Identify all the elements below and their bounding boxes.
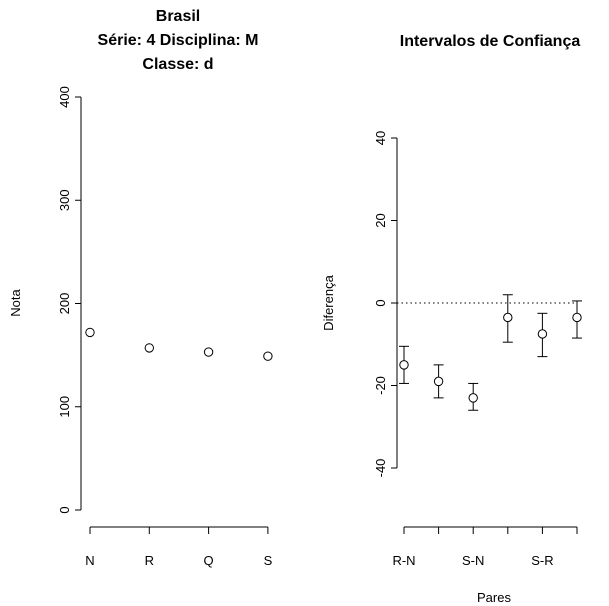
left-plot-area: 0 100 200 300 400 N R Q S <box>57 86 273 568</box>
right-y-tick-label-40: 40 <box>373 131 388 145</box>
left-x-tick-label-Q: Q <box>204 553 214 568</box>
right-chart-title: Intervalos de Confiança <box>400 33 581 50</box>
right-estimate-point-S-N <box>468 393 478 403</box>
left-chart-y-axis-label: Nota <box>8 289 23 317</box>
right-chart-x-axis-label: Pares <box>477 590 511 605</box>
right-y-tick-label-20: 20 <box>373 213 388 227</box>
left-x-tick-label-S: S <box>264 553 273 568</box>
left-y-tick-label-200: 200 <box>57 293 72 315</box>
left-point-S <box>263 351 273 361</box>
right-plot-area: -40 -20 0 20 40 R-N S-N S-R <box>373 131 582 568</box>
right-estimate-point-R-N <box>399 360 409 370</box>
left-y-tick-label-400: 400 <box>57 86 72 108</box>
right-estimate-point-S-R <box>537 329 548 339</box>
right-y-tick-label--40: -40 <box>373 459 388 478</box>
right-estimate-point-S-Q <box>572 312 582 323</box>
left-y-tick-label-100: 100 <box>57 396 72 418</box>
left-point-N <box>85 327 95 338</box>
right-x-tick-label-S-R: S-R <box>531 553 553 568</box>
right-x-tick-label-R-N: R-N <box>392 553 415 568</box>
left-chart-title-line-2: Série: 4 Disciplina: M <box>98 32 259 49</box>
left-chart-title-line-1: Brasil <box>156 8 200 25</box>
left-x-tick-label-R: R <box>145 553 154 568</box>
left-y-tick-label-0: 0 <box>57 506 72 513</box>
right-x-tick-label-S-N: S-N <box>462 553 484 568</box>
right-chart-y-axis-label: Diferença <box>321 274 336 330</box>
left-y-tick-label-300: 300 <box>57 189 72 211</box>
left-x-tick-label-N: N <box>85 553 94 568</box>
right-estimate-point-Q-N <box>433 376 444 387</box>
left-point-Q <box>203 347 214 357</box>
left-point-R <box>144 343 155 353</box>
right-y-tick-label--20: -20 <box>373 376 388 395</box>
right-y-tick-label-0: 0 <box>373 299 388 306</box>
left-chart-title-line-3: Classe: d <box>142 56 213 73</box>
right-estimate-point-Q-R <box>503 312 513 323</box>
